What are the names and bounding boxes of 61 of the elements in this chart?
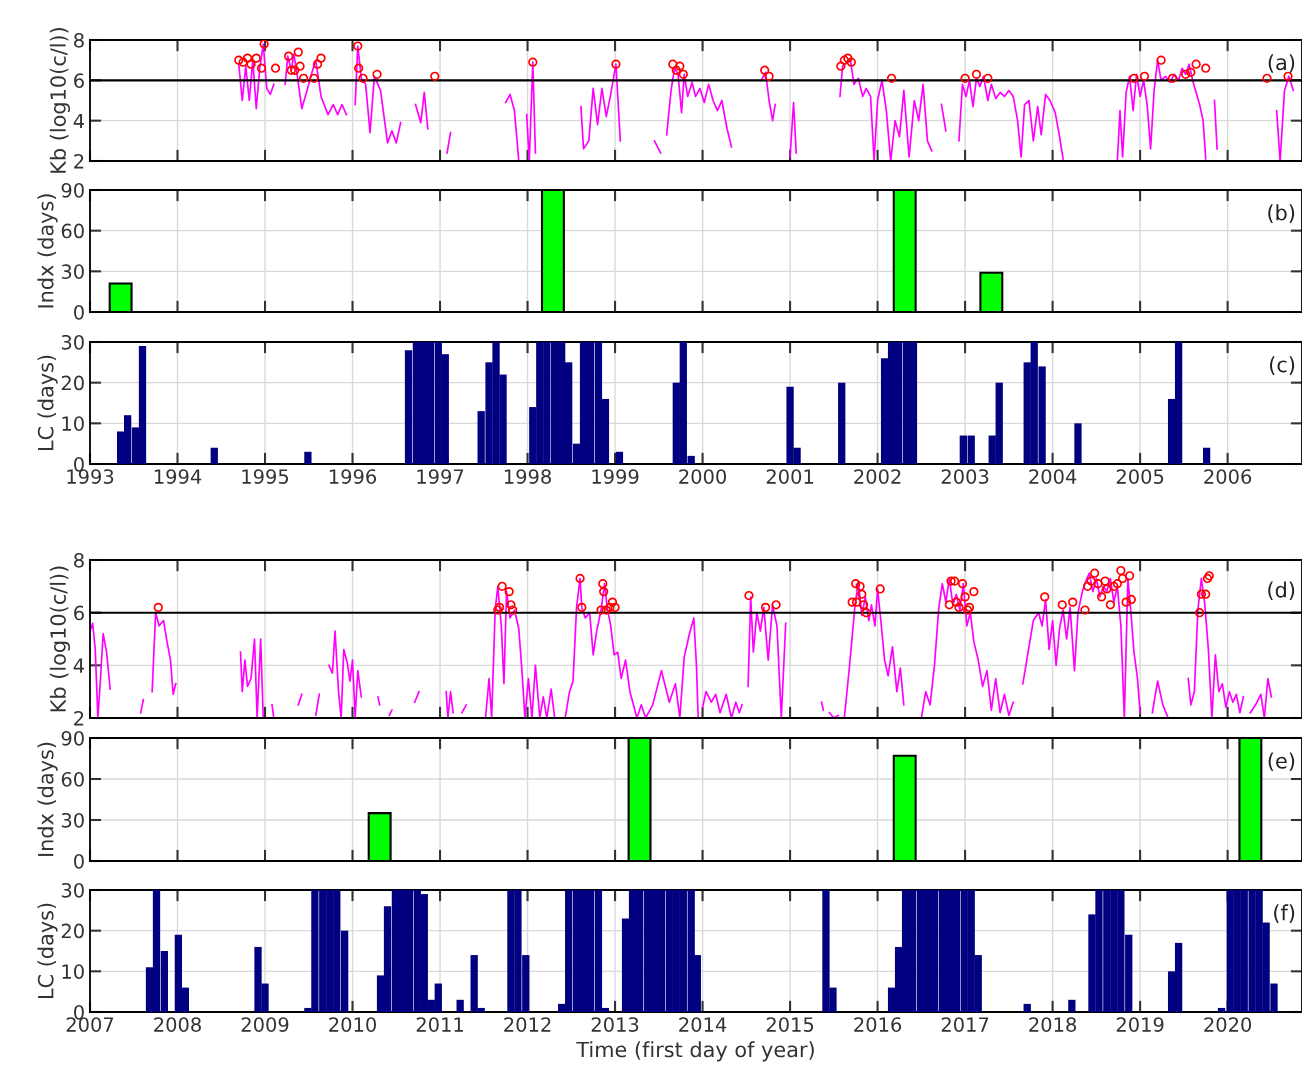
y-tick-label: 10 <box>62 416 84 431</box>
y-tick-label: 2 <box>74 153 84 169</box>
x-tick-label: 1997 <box>417 469 464 484</box>
y-tick-label: 90 <box>61 730 84 746</box>
annotation: (d) <box>1268 581 1295 601</box>
x-tick-label: 2008 <box>154 1017 201 1032</box>
y-tick-label: 6 <box>74 605 84 621</box>
x-tick-label: 1998 <box>504 469 551 484</box>
y-axis-title: LC (days) <box>37 903 58 999</box>
x-tick-label: 2009 <box>241 1017 289 1032</box>
y-tick-label: 30 <box>61 812 84 828</box>
x-tick-label: 2018 <box>1029 1017 1077 1032</box>
x-tick-label: 2015 <box>766 1017 814 1032</box>
x-tick-label: 1999 <box>592 469 639 484</box>
x-tick-label: 2013 <box>591 1017 639 1032</box>
y-axis-title: Kb (log10(c/l)) <box>49 566 70 712</box>
y-axis-title: Kb (log10(c/l)) <box>49 28 70 173</box>
y-tick-label: 20 <box>61 923 84 939</box>
y-tick-label: 4 <box>73 113 85 129</box>
x-tick-label: 2010 <box>329 1017 376 1032</box>
x-tick-label: 2020 <box>1204 1017 1252 1032</box>
y-tick-label: 4 <box>73 658 85 673</box>
y-axis-title: Indx (days) <box>37 742 58 856</box>
y-axis-title: LC (days) <box>37 355 58 451</box>
x-tick-label: 2006 <box>1204 469 1252 484</box>
y-axis-title: Indx (days) <box>37 194 58 308</box>
y-tick-label: 30 <box>61 334 84 350</box>
y-tick-label: 10 <box>62 964 84 979</box>
y-tick-label: 2 <box>74 710 84 726</box>
x-tick-label: 2016 <box>854 1017 902 1032</box>
x-tick-label: 1996 <box>329 469 377 484</box>
x-tick-label: 2012 <box>504 1017 551 1032</box>
annotation: (a) <box>1268 54 1295 73</box>
x-tick-label: 1995 <box>242 469 289 484</box>
annotation: (b) <box>1268 204 1295 223</box>
x-tick-label: 2017 <box>941 1017 989 1032</box>
x-tick-label: 2003 <box>941 469 989 484</box>
y-tick-label: 8 <box>74 552 84 568</box>
y-tick-label: 20 <box>61 375 84 391</box>
annotation: (c) <box>1270 356 1295 375</box>
annotation: (e) <box>1268 752 1295 772</box>
x-tick-label: 2001 <box>766 469 814 484</box>
x-axis-title: Time (first day of year) <box>576 1041 814 1062</box>
y-tick-label: 8 <box>74 32 84 48</box>
y-tick-label: 6 <box>74 73 84 88</box>
x-tick-label: 2002 <box>854 469 901 484</box>
x-tick-label: 2005 <box>1116 469 1164 484</box>
x-tick-label: 1994 <box>154 469 202 484</box>
annotation: (f) <box>1274 904 1295 923</box>
y-tick-label: 60 <box>61 771 84 787</box>
x-tick-label: 2014 <box>679 1017 727 1032</box>
y-tick-label: 30 <box>61 882 84 898</box>
x-tick-label: 2004 <box>1029 469 1077 484</box>
x-tick-label: 2011 <box>416 1017 463 1032</box>
x-tick-label: 2000 <box>679 469 727 484</box>
y-tick-label: 90 <box>61 182 84 198</box>
y-tick-label: 0 <box>74 304 84 320</box>
y-tick-label: 0 <box>74 853 84 869</box>
y-tick-label: 30 <box>61 264 84 279</box>
y-tick-label: 60 <box>61 223 84 239</box>
x-tick-label: 2019 <box>1116 1017 1164 1032</box>
